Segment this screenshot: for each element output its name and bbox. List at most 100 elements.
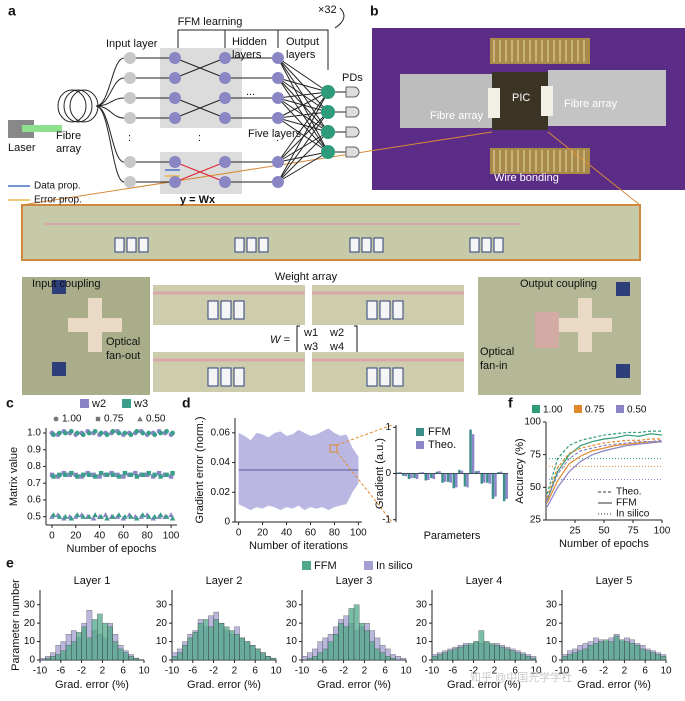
wire-bonding-label: Wire bonding bbox=[494, 172, 559, 184]
output-layers-label: Output bbox=[286, 36, 319, 48]
histogram-bar bbox=[65, 645, 72, 661]
hidden-node bbox=[272, 156, 284, 168]
histogram-bar bbox=[102, 622, 108, 661]
histogram-bar bbox=[390, 657, 396, 661]
heater bbox=[493, 237, 504, 253]
bar bbox=[418, 472, 422, 474]
fibre-array-label: Fibre array bbox=[564, 98, 618, 110]
hidden-layers-label: layers bbox=[232, 49, 262, 61]
fibre-coil bbox=[69, 89, 99, 123]
pds-label: PDs bbox=[342, 72, 363, 84]
histogram-bar bbox=[613, 635, 620, 661]
link bbox=[277, 117, 329, 153]
hidden-node bbox=[219, 156, 231, 168]
histogram-bar bbox=[572, 652, 578, 661]
histogram-bar bbox=[171, 656, 178, 661]
heater bbox=[379, 367, 391, 387]
fibre bbox=[95, 77, 125, 107]
ellipsis: ... bbox=[246, 86, 255, 98]
legend-label: FFM bbox=[616, 498, 637, 509]
point bbox=[98, 513, 104, 519]
histogram-bar bbox=[400, 657, 407, 661]
bond-pads bbox=[490, 148, 590, 174]
histogram-bar bbox=[639, 648, 646, 661]
beam bbox=[22, 125, 62, 132]
histogram-bar bbox=[301, 656, 308, 661]
matrix-lhs: W = bbox=[270, 334, 290, 346]
histogram-bar bbox=[322, 648, 329, 661]
x-tick-label: -10 bbox=[295, 666, 310, 677]
zoom-line bbox=[547, 131, 641, 206]
hidden-node bbox=[219, 112, 231, 124]
link bbox=[277, 57, 329, 93]
point bbox=[134, 428, 140, 434]
link bbox=[277, 151, 329, 183]
hidden-node bbox=[272, 72, 284, 84]
point bbox=[53, 416, 59, 422]
point bbox=[56, 513, 63, 519]
fibre bbox=[95, 57, 125, 107]
y-tick-label: 30 bbox=[416, 599, 428, 610]
vdots: : bbox=[198, 132, 201, 144]
histogram-bar bbox=[117, 648, 124, 661]
link bbox=[277, 77, 329, 93]
histogram-bar bbox=[364, 630, 370, 661]
panel-title: Layer 3 bbox=[336, 575, 373, 587]
histogram-bar bbox=[128, 656, 134, 661]
point bbox=[104, 515, 110, 521]
point bbox=[98, 470, 104, 476]
y-tick-label: 10 bbox=[286, 636, 298, 647]
point bbox=[146, 430, 152, 436]
heater bbox=[246, 237, 257, 253]
point bbox=[134, 515, 140, 521]
y-tick-label: 25 bbox=[530, 515, 542, 526]
histogram-bar bbox=[494, 645, 500, 661]
bar bbox=[446, 473, 450, 482]
histogram-bar bbox=[468, 643, 474, 661]
y-tick-label: 20 bbox=[286, 618, 298, 629]
histogram-bar bbox=[254, 648, 261, 661]
histogram-bar bbox=[561, 656, 568, 661]
x-tick-label: 20 bbox=[70, 531, 82, 542]
y-tick-label: 0 bbox=[385, 468, 391, 479]
coupler bbox=[616, 282, 630, 296]
x-tick-label: 80 bbox=[142, 531, 154, 542]
point bbox=[86, 472, 92, 478]
point bbox=[104, 432, 110, 438]
fan-out-label: fan-out bbox=[106, 350, 140, 362]
histogram-bar bbox=[499, 646, 506, 661]
point bbox=[164, 472, 169, 478]
y-tick-label: 100 bbox=[524, 417, 541, 428]
point bbox=[146, 470, 151, 476]
y-tick-label: 1 bbox=[385, 422, 391, 433]
repeat-arrow bbox=[334, 7, 345, 29]
point bbox=[121, 474, 126, 479]
panel-title: Layer 4 bbox=[466, 575, 503, 587]
equation: y = Wx bbox=[180, 194, 216, 206]
histogram-bar bbox=[489, 643, 495, 661]
histogram-bar bbox=[582, 648, 589, 661]
point bbox=[92, 512, 98, 518]
accuracy-line bbox=[546, 441, 662, 504]
hidden-node bbox=[219, 52, 231, 64]
watermark: 知乎 @中国光学学社 bbox=[470, 670, 572, 684]
bar bbox=[483, 473, 486, 483]
point bbox=[128, 472, 134, 478]
fibre-array-block bbox=[548, 70, 666, 126]
x-tick-label: -2 bbox=[209, 666, 218, 677]
point bbox=[116, 474, 122, 479]
x-axis-label: Grad. error (%) bbox=[55, 679, 129, 691]
coupler bbox=[52, 280, 66, 294]
histogram-bar bbox=[437, 654, 443, 661]
input-coupling-label: Input coupling bbox=[32, 278, 101, 290]
legend-label: In silico bbox=[376, 560, 413, 572]
point bbox=[68, 428, 74, 434]
output-coupling-label: Output coupling bbox=[520, 278, 597, 290]
histogram-bar bbox=[520, 654, 526, 661]
matrix-entry: w1 bbox=[303, 327, 318, 339]
point bbox=[62, 430, 68, 436]
accuracy-line bbox=[546, 441, 663, 508]
fan-out-cross bbox=[68, 298, 122, 352]
y-tick-label: 0.02 bbox=[211, 487, 231, 498]
histogram-bar bbox=[312, 656, 318, 661]
